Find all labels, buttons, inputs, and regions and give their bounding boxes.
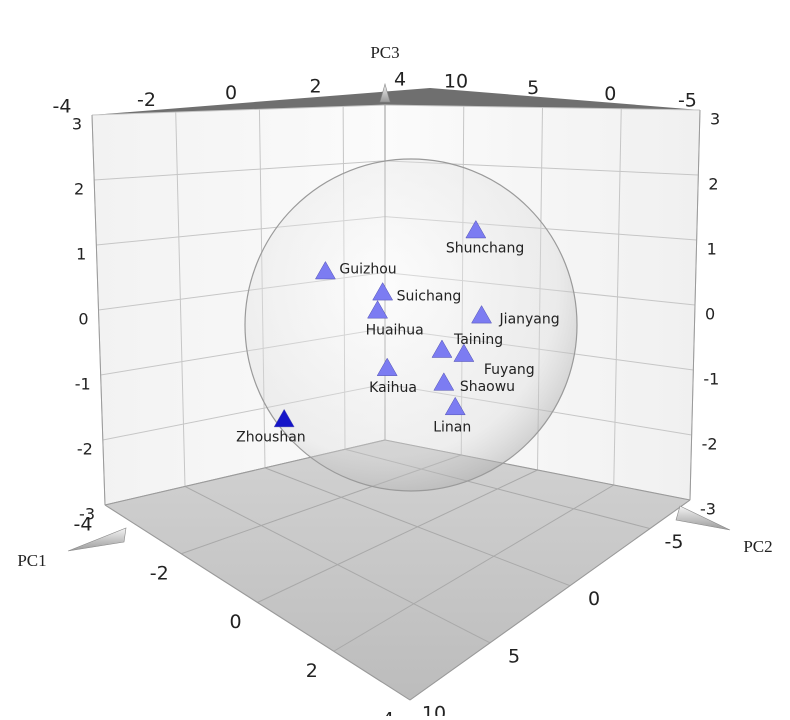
y-tick-label: 10 — [422, 703, 446, 717]
floor — [105, 440, 690, 700]
data-point — [431, 339, 453, 358]
box-edge — [91, 114, 106, 506]
grid-line — [184, 485, 491, 644]
z-tick-label: 1 — [707, 240, 717, 259]
grid-line — [333, 484, 615, 652]
data-point — [314, 260, 336, 280]
confidence-sphere — [244, 158, 578, 492]
grid-line — [94, 160, 386, 181]
box-edge — [104, 504, 411, 701]
point-label: Shaowu — [460, 379, 515, 395]
data-point — [433, 372, 455, 391]
data-point — [465, 219, 487, 239]
x-tick-label: -4 — [53, 96, 72, 118]
x-tick-label: 4 — [394, 69, 406, 91]
z-tick-label: -2 — [77, 440, 93, 459]
z-tick-label: -3 — [79, 505, 95, 524]
y-tick-label: 5 — [527, 77, 539, 99]
ceiling — [92, 88, 700, 115]
point-label: Fuyang — [484, 362, 535, 378]
y-tick-label: 10 — [444, 71, 468, 93]
point-label: Jianyang — [499, 312, 560, 328]
x-tick-label: -2 — [137, 89, 156, 111]
box-edge — [409, 499, 691, 701]
data-point — [367, 300, 388, 319]
x-tick-label: 2 — [309, 75, 321, 97]
x-tick-label: 4 — [382, 709, 394, 717]
y-tick-label: 5 — [508, 645, 520, 667]
z-tick-label: -3 — [700, 500, 716, 519]
y-axis-title: PC2 — [743, 537, 772, 556]
data-point — [453, 343, 475, 362]
z-tick-label: 2 — [708, 175, 718, 194]
point-label: Taining — [453, 332, 503, 348]
z-tick-label: -1 — [75, 375, 91, 394]
data-point — [376, 357, 398, 376]
x-axis-title: PC1 — [17, 551, 46, 570]
grid-line — [257, 469, 538, 603]
grid-line — [264, 467, 571, 587]
z-tick-label: 3 — [710, 110, 720, 129]
z-axis-title: PC3 — [370, 43, 399, 62]
point-label: Guizhou — [339, 261, 396, 277]
z-tick-label: 0 — [78, 310, 88, 329]
y-tick-label: 0 — [588, 588, 600, 610]
data-point — [471, 305, 492, 324]
z-tick-label: 1 — [76, 245, 86, 264]
point-label: Shunchang — [446, 240, 524, 256]
point-label: Kaihua — [369, 380, 417, 396]
grid-line — [384, 104, 701, 111]
data-point — [444, 396, 466, 416]
z-tick-label: 2 — [74, 180, 84, 199]
x-tick-label: 0 — [225, 82, 237, 104]
z-tick-label: 3 — [72, 115, 82, 134]
point-label: Linan — [433, 419, 471, 435]
point-label: Huaihua — [366, 323, 424, 339]
pc1-arrow — [67, 527, 127, 552]
x-tick-label: -2 — [150, 562, 169, 584]
point-label: Zhoushan — [236, 429, 306, 445]
point-label: Suichang — [397, 289, 462, 305]
y-tick-label: -5 — [665, 531, 684, 553]
z-tick-label: 0 — [705, 305, 715, 324]
data-point — [372, 282, 394, 301]
x-tick-label: 2 — [306, 660, 318, 682]
grid-line — [91, 104, 386, 116]
x-tick-label: -4 — [74, 514, 93, 536]
data-point — [273, 408, 295, 428]
ticks: -4 -4 -2 -2 0 0 2 2 4 4 -5 -5 0 0 5 5 10 10 -3 -3 -2 -2 -1 -1 0 0… — [53, 69, 721, 720]
x-tick-label: 0 — [229, 611, 241, 633]
pc3-arrow — [379, 82, 391, 103]
pc2-arrow — [675, 505, 731, 531]
z-tick-label: -2 — [702, 435, 718, 454]
y-tick-label: 0 — [604, 83, 616, 105]
z-tick-label: -1 — [703, 370, 719, 389]
box-edge — [689, 109, 701, 501]
y-tick-label: -5 — [678, 89, 697, 111]
